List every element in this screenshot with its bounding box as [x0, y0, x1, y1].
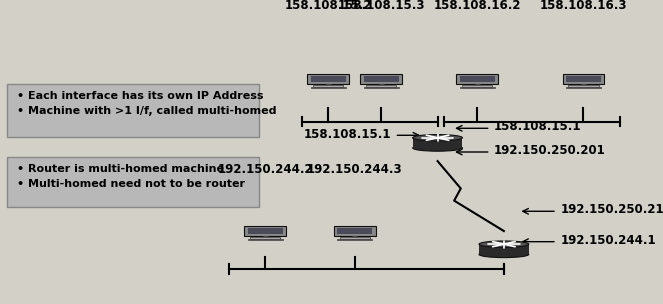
FancyBboxPatch shape	[244, 226, 286, 236]
Ellipse shape	[479, 241, 529, 247]
Bar	[462, 85, 493, 87]
Bar	[475, 84, 480, 86]
Text: 158.108.16.3: 158.108.16.3	[540, 0, 627, 12]
Bar	[568, 85, 599, 87]
Text: 158.108.15.1: 158.108.15.1	[304, 128, 391, 141]
Bar	[248, 239, 282, 240]
Text: 158.108.15.3: 158.108.15.3	[337, 0, 425, 12]
Text: 192.150.250.201: 192.150.250.201	[494, 144, 606, 157]
FancyBboxPatch shape	[361, 74, 402, 84]
Bar	[313, 85, 343, 87]
Bar	[566, 75, 601, 82]
Bar	[337, 227, 373, 234]
FancyBboxPatch shape	[563, 74, 605, 84]
Ellipse shape	[412, 135, 463, 141]
Bar	[366, 85, 396, 87]
Bar	[460, 87, 495, 88]
FancyBboxPatch shape	[334, 226, 376, 236]
FancyBboxPatch shape	[456, 74, 499, 84]
Bar	[326, 84, 331, 86]
Text: 158.108.16.2: 158.108.16.2	[434, 0, 521, 12]
Ellipse shape	[412, 145, 463, 151]
Bar	[339, 237, 370, 239]
Bar	[379, 84, 383, 86]
Text: 192.150.244.2: 192.150.244.2	[217, 163, 313, 176]
Ellipse shape	[479, 251, 529, 257]
Text: 192.150.244.3: 192.150.244.3	[307, 163, 402, 176]
Bar	[7, 157, 259, 207]
Bar	[581, 84, 586, 86]
Text: 192.150.250.211: 192.150.250.211	[560, 203, 663, 216]
Bar	[263, 236, 268, 238]
Text: 192.150.244.1: 192.150.244.1	[560, 234, 656, 247]
Text: • Each interface has its own IP Address
• Machine with >1 I/f, called multi-home: • Each interface has its own IP Address …	[17, 91, 276, 116]
Bar	[311, 87, 345, 88]
Bar	[7, 84, 259, 137]
Bar	[353, 236, 357, 238]
Text: • Router is multi-homed machine
• Multi-homed need not to be router: • Router is multi-homed machine • Multi-…	[17, 164, 245, 189]
Bar	[363, 75, 399, 82]
Bar	[310, 75, 346, 82]
Bar	[247, 227, 283, 234]
Bar	[250, 237, 280, 239]
Text: 158.108.15.2: 158.108.15.2	[284, 0, 372, 12]
Bar	[412, 138, 463, 148]
Bar	[459, 75, 495, 82]
Bar	[566, 87, 601, 88]
Bar	[364, 87, 398, 88]
FancyBboxPatch shape	[308, 74, 349, 84]
Bar	[479, 244, 529, 254]
Bar	[337, 239, 372, 240]
Text: 158.108.15.1: 158.108.15.1	[494, 120, 581, 133]
